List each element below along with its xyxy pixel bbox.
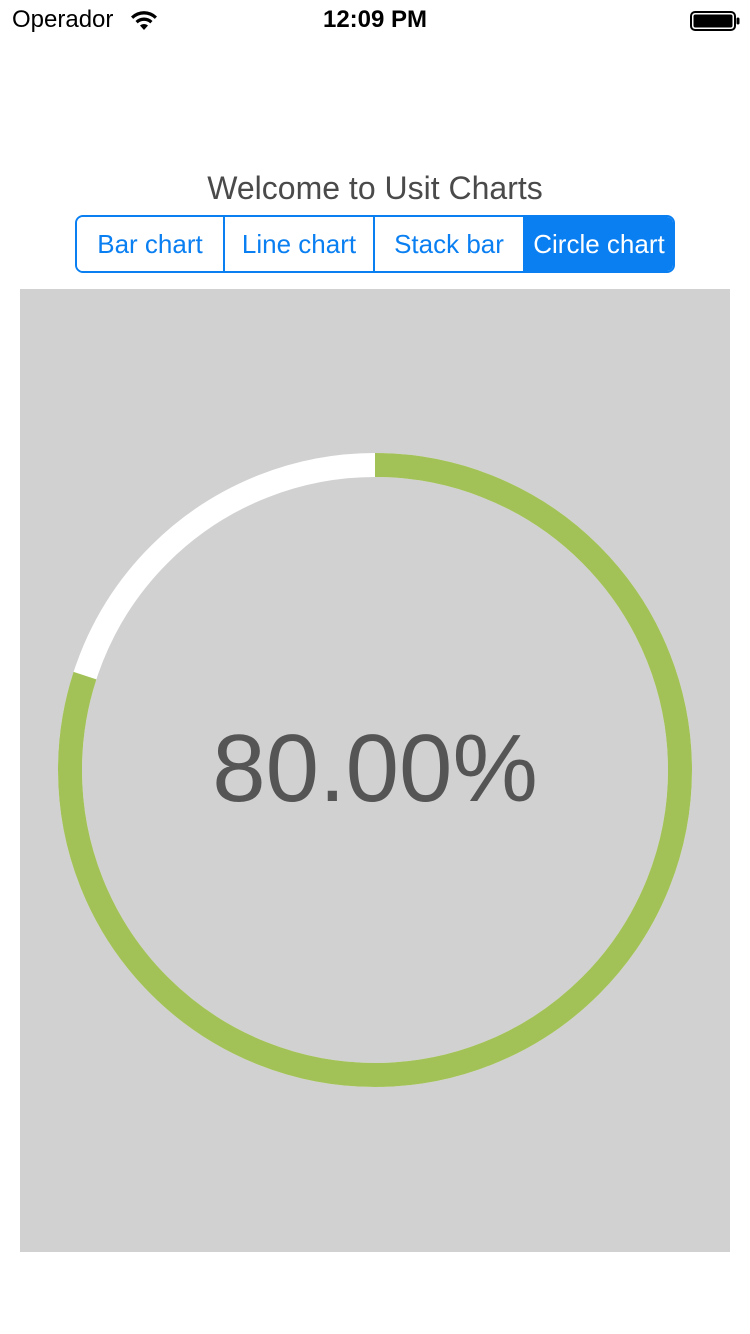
- status-bar: Operador 12:09 PM: [0, 0, 750, 40]
- carrier-name: Operador: [12, 6, 114, 33]
- circle-chart: [58, 453, 692, 1087]
- segment-stack-bar[interactable]: Stack bar: [375, 217, 525, 271]
- status-time: 12:09 PM: [322, 6, 428, 33]
- chart-type-segmented-control: Bar chart Line chart Stack bar Circle ch…: [75, 215, 675, 273]
- segment-circle-chart[interactable]: Circle chart: [525, 217, 673, 271]
- progress-ring-arc: [58, 453, 692, 1087]
- chart-panel: [20, 289, 730, 1252]
- segment-bar-chart[interactable]: Bar chart: [77, 217, 225, 271]
- page-title: Welcome to Usit Charts: [207, 170, 543, 206]
- wifi-icon: [131, 11, 157, 30]
- segment-line-chart[interactable]: Line chart: [225, 217, 375, 271]
- battery-full-icon: [690, 11, 740, 31]
- percent-value-label: 80.00%: [212, 715, 538, 822]
